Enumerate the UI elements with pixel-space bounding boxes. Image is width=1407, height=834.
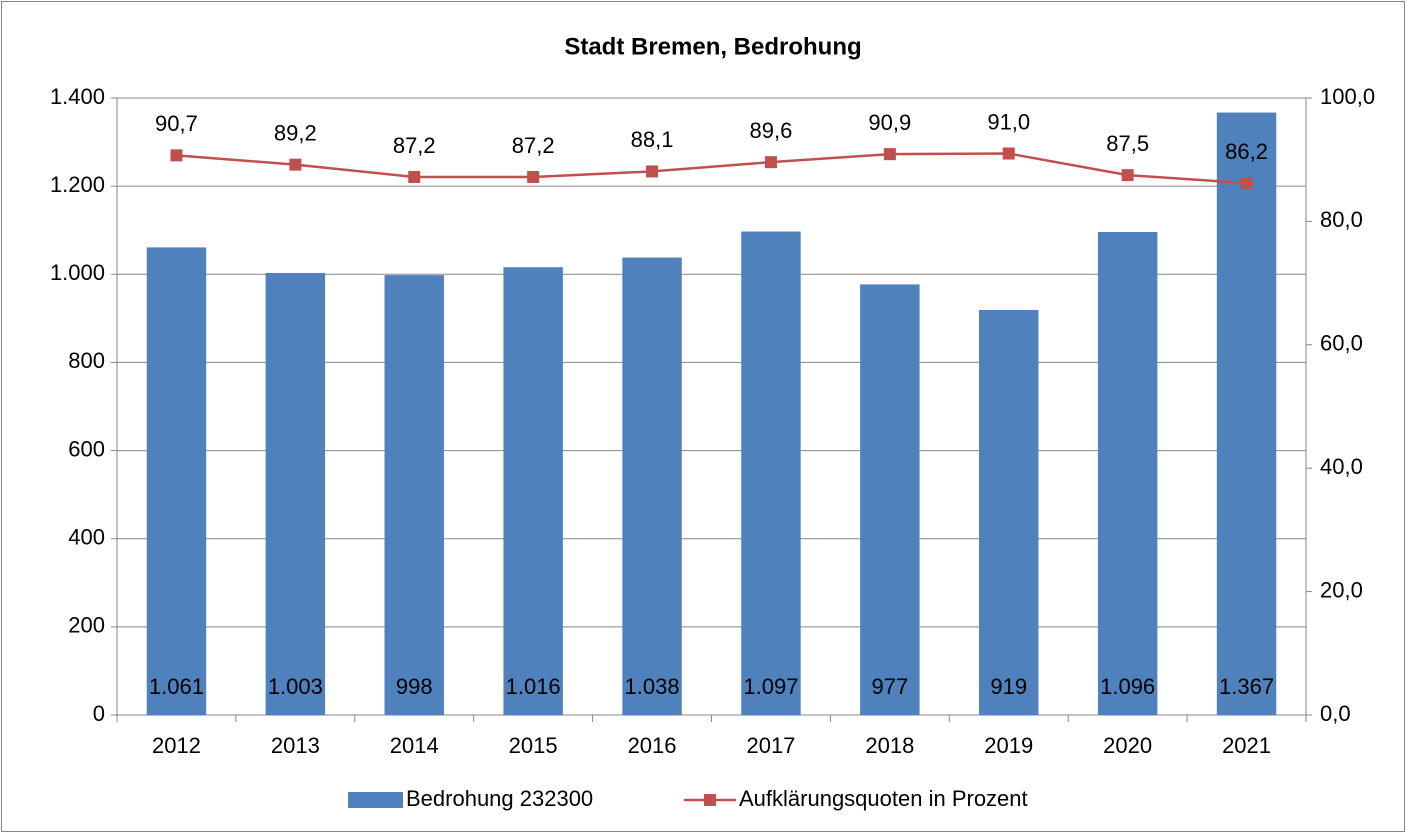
x-tick-label: 2018 — [865, 733, 914, 758]
bar-value-label: 1.061 — [149, 674, 204, 699]
bar-value-label: 1.003 — [268, 674, 323, 699]
x-tick-label: 2019 — [984, 733, 1033, 758]
bar — [146, 247, 207, 715]
bar-value-label: 1.367 — [1219, 674, 1274, 699]
bar-value-label: 998 — [396, 674, 433, 699]
legend-swatch-marker — [704, 794, 716, 806]
y-tick-label: 800 — [68, 348, 105, 373]
bar — [622, 257, 682, 715]
line-value-label: 89,2 — [274, 120, 317, 145]
bar — [384, 275, 444, 715]
y-tick-label: 400 — [68, 525, 105, 550]
y2-tick-label: 20,0 — [1320, 577, 1363, 602]
y2-tick-label: 80,0 — [1320, 207, 1363, 232]
x-tick-label: 2013 — [271, 733, 320, 758]
y2-tick-label: 100,0 — [1320, 84, 1375, 109]
legend-label: Bedrohung 232300 — [406, 786, 593, 811]
x-tick-label: 2015 — [509, 733, 558, 758]
y-tick-label: 1.200 — [50, 172, 105, 197]
bar — [1097, 231, 1158, 715]
legend-label: Aufklärungsquoten in Prozent — [739, 786, 1028, 811]
bar — [979, 309, 1039, 715]
bar-value-label: 1.016 — [506, 674, 561, 699]
line-marker — [1240, 177, 1253, 190]
line-value-label: 90,9 — [868, 110, 911, 135]
y2-tick-label: 40,0 — [1320, 454, 1363, 479]
x-tick-label: 2017 — [746, 733, 795, 758]
line-value-label: 91,0 — [987, 109, 1030, 134]
line-value-label: 87,2 — [393, 133, 436, 158]
line-value-label: 89,6 — [750, 118, 793, 143]
bar-value-label: 919 — [990, 674, 1027, 699]
x-tick-label: 2020 — [1103, 733, 1152, 758]
y2-tick-label: 60,0 — [1320, 331, 1363, 356]
bar — [503, 267, 563, 715]
line-marker — [170, 149, 183, 162]
x-tick-label: 2014 — [390, 733, 439, 758]
line-marker — [883, 148, 896, 161]
line-value-label: 87,5 — [1106, 131, 1149, 156]
bar — [741, 231, 801, 715]
bar — [860, 284, 920, 715]
y-tick-label: 1.400 — [50, 84, 105, 109]
x-tick-label: 2012 — [152, 733, 201, 758]
line-marker — [646, 165, 659, 178]
bar-value-label: 1.096 — [1100, 674, 1155, 699]
line-marker — [764, 156, 777, 169]
y-tick-label: 200 — [68, 613, 105, 638]
bar-value-label: 1.038 — [625, 674, 680, 699]
y-tick-label: 600 — [68, 436, 105, 461]
bar — [265, 272, 326, 715]
line-marker — [408, 170, 421, 183]
legend-swatch — [348, 792, 403, 808]
line-value-label: 87,2 — [512, 133, 555, 158]
x-tick-label: 2016 — [628, 733, 677, 758]
bar — [1216, 112, 1277, 715]
y-tick-label: 1.000 — [50, 260, 105, 285]
line-marker — [289, 158, 302, 171]
line — [176, 152, 1247, 185]
line-marker — [1002, 147, 1015, 160]
y2-tick-label: 0,0 — [1320, 701, 1351, 726]
line-value-label: 90,7 — [155, 111, 198, 136]
line-marker — [1121, 169, 1134, 182]
bar-value-label: 1.097 — [743, 674, 798, 699]
line-marker — [527, 170, 540, 183]
x-tick-label: 2021 — [1222, 733, 1271, 758]
bar-value-label: 977 — [871, 674, 908, 699]
y-tick-label: 0 — [93, 701, 105, 726]
chart-title: Stadt Bremen, Bedrohung — [564, 33, 861, 60]
line-value-label: 86,2 — [1225, 139, 1268, 164]
line-value-label: 88,1 — [631, 127, 674, 152]
